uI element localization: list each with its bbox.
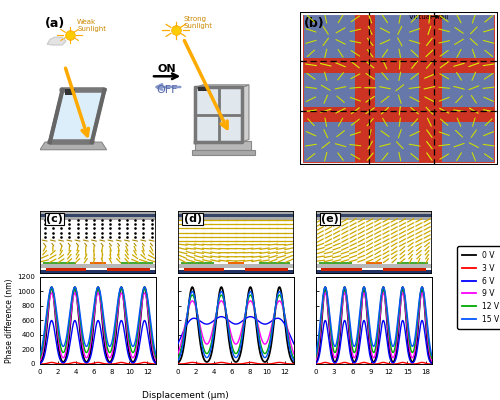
Bar	[397, 262, 428, 264]
Bar	[259, 262, 290, 264]
Bar	[178, 263, 294, 264]
Bar	[178, 211, 294, 220]
Bar	[375, 122, 418, 162]
Text: Virtual wall: Virtual wall	[408, 14, 448, 20]
Text: Weak
Sunlight: Weak Sunlight	[77, 19, 106, 32]
Text: (e): (e)	[322, 214, 339, 224]
Bar	[316, 264, 432, 268]
Text: OFF: OFF	[156, 85, 178, 95]
Bar	[366, 262, 382, 264]
Bar	[304, 122, 356, 162]
Bar	[178, 214, 294, 217]
Bar	[316, 270, 432, 274]
Bar	[304, 73, 356, 107]
Bar	[44, 262, 76, 264]
Bar	[178, 264, 294, 268]
Polygon shape	[196, 141, 252, 150]
Polygon shape	[196, 85, 249, 88]
Bar	[375, 73, 418, 107]
Bar	[40, 261, 156, 262]
Bar	[182, 262, 214, 264]
Text: (b): (b)	[304, 16, 324, 30]
Legend: 0 V, 3 V, 6 V, 9 V, 12 V, 15 V: 0 V, 3 V, 6 V, 9 V, 12 V, 15 V	[457, 246, 500, 329]
Bar	[442, 73, 494, 107]
Text: ON: ON	[158, 64, 176, 74]
Y-axis label: Phase difference (nm): Phase difference (nm)	[6, 278, 15, 363]
Polygon shape	[50, 90, 104, 142]
Bar	[383, 268, 426, 270]
Bar	[65, 89, 75, 95]
Bar	[198, 87, 206, 91]
Bar	[442, 15, 494, 58]
Bar	[40, 211, 156, 220]
Bar	[304, 15, 356, 58]
Bar	[108, 268, 150, 270]
Bar	[178, 261, 294, 262]
Bar	[40, 270, 156, 274]
Bar	[316, 263, 432, 264]
Bar	[90, 262, 106, 264]
Bar	[322, 268, 362, 270]
Text: Displacement (μm): Displacement (μm)	[142, 391, 229, 400]
Polygon shape	[48, 37, 66, 45]
Text: Strong
Sunlight: Strong Sunlight	[183, 16, 212, 29]
Bar	[196, 88, 242, 142]
Polygon shape	[192, 150, 255, 155]
Bar	[319, 262, 352, 264]
Bar	[316, 261, 432, 262]
Bar	[40, 264, 156, 268]
Text: (d): (d)	[184, 214, 202, 224]
Text: (c): (c)	[46, 214, 62, 224]
Bar	[442, 122, 494, 162]
Bar	[178, 270, 294, 274]
Bar	[40, 214, 156, 217]
Bar	[184, 268, 224, 270]
Bar	[316, 211, 432, 220]
Bar	[122, 262, 152, 264]
Bar	[46, 268, 86, 270]
Bar	[245, 268, 288, 270]
Bar	[316, 214, 432, 217]
Bar	[375, 15, 418, 58]
Polygon shape	[40, 142, 106, 150]
Text: (a): (a)	[45, 16, 65, 30]
Polygon shape	[242, 85, 249, 142]
Bar	[228, 262, 244, 264]
Bar	[40, 263, 156, 264]
